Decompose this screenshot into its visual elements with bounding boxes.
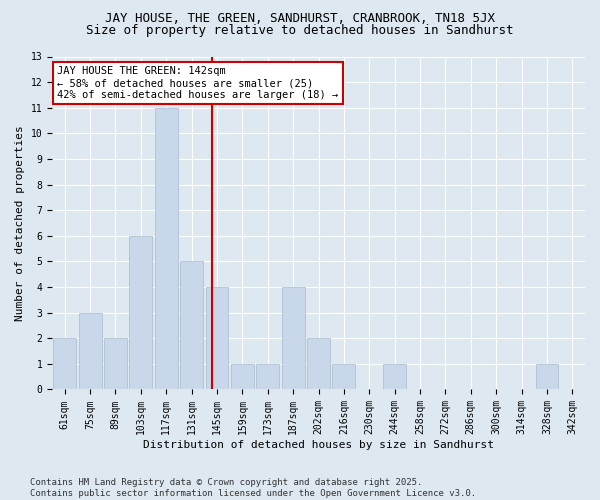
Text: Size of property relative to detached houses in Sandhurst: Size of property relative to detached ho… <box>86 24 514 37</box>
Bar <box>231 364 254 390</box>
Bar <box>383 364 406 390</box>
Bar <box>332 364 355 390</box>
Bar <box>104 338 127 390</box>
Bar <box>155 108 178 390</box>
Text: JAY HOUSE THE GREEN: 142sqm
← 58% of detached houses are smaller (25)
42% of sem: JAY HOUSE THE GREEN: 142sqm ← 58% of det… <box>58 66 338 100</box>
Bar <box>256 364 279 390</box>
Bar <box>536 364 559 390</box>
Bar <box>206 287 229 390</box>
X-axis label: Distribution of detached houses by size in Sandhurst: Distribution of detached houses by size … <box>143 440 494 450</box>
Bar <box>180 262 203 390</box>
Bar <box>53 338 76 390</box>
Y-axis label: Number of detached properties: Number of detached properties <box>15 125 25 321</box>
Bar <box>282 287 305 390</box>
Bar <box>307 338 330 390</box>
Text: JAY HOUSE, THE GREEN, SANDHURST, CRANBROOK, TN18 5JX: JAY HOUSE, THE GREEN, SANDHURST, CRANBRO… <box>105 12 495 26</box>
Bar <box>79 312 101 390</box>
Bar <box>130 236 152 390</box>
Text: Contains HM Land Registry data © Crown copyright and database right 2025.
Contai: Contains HM Land Registry data © Crown c… <box>30 478 476 498</box>
